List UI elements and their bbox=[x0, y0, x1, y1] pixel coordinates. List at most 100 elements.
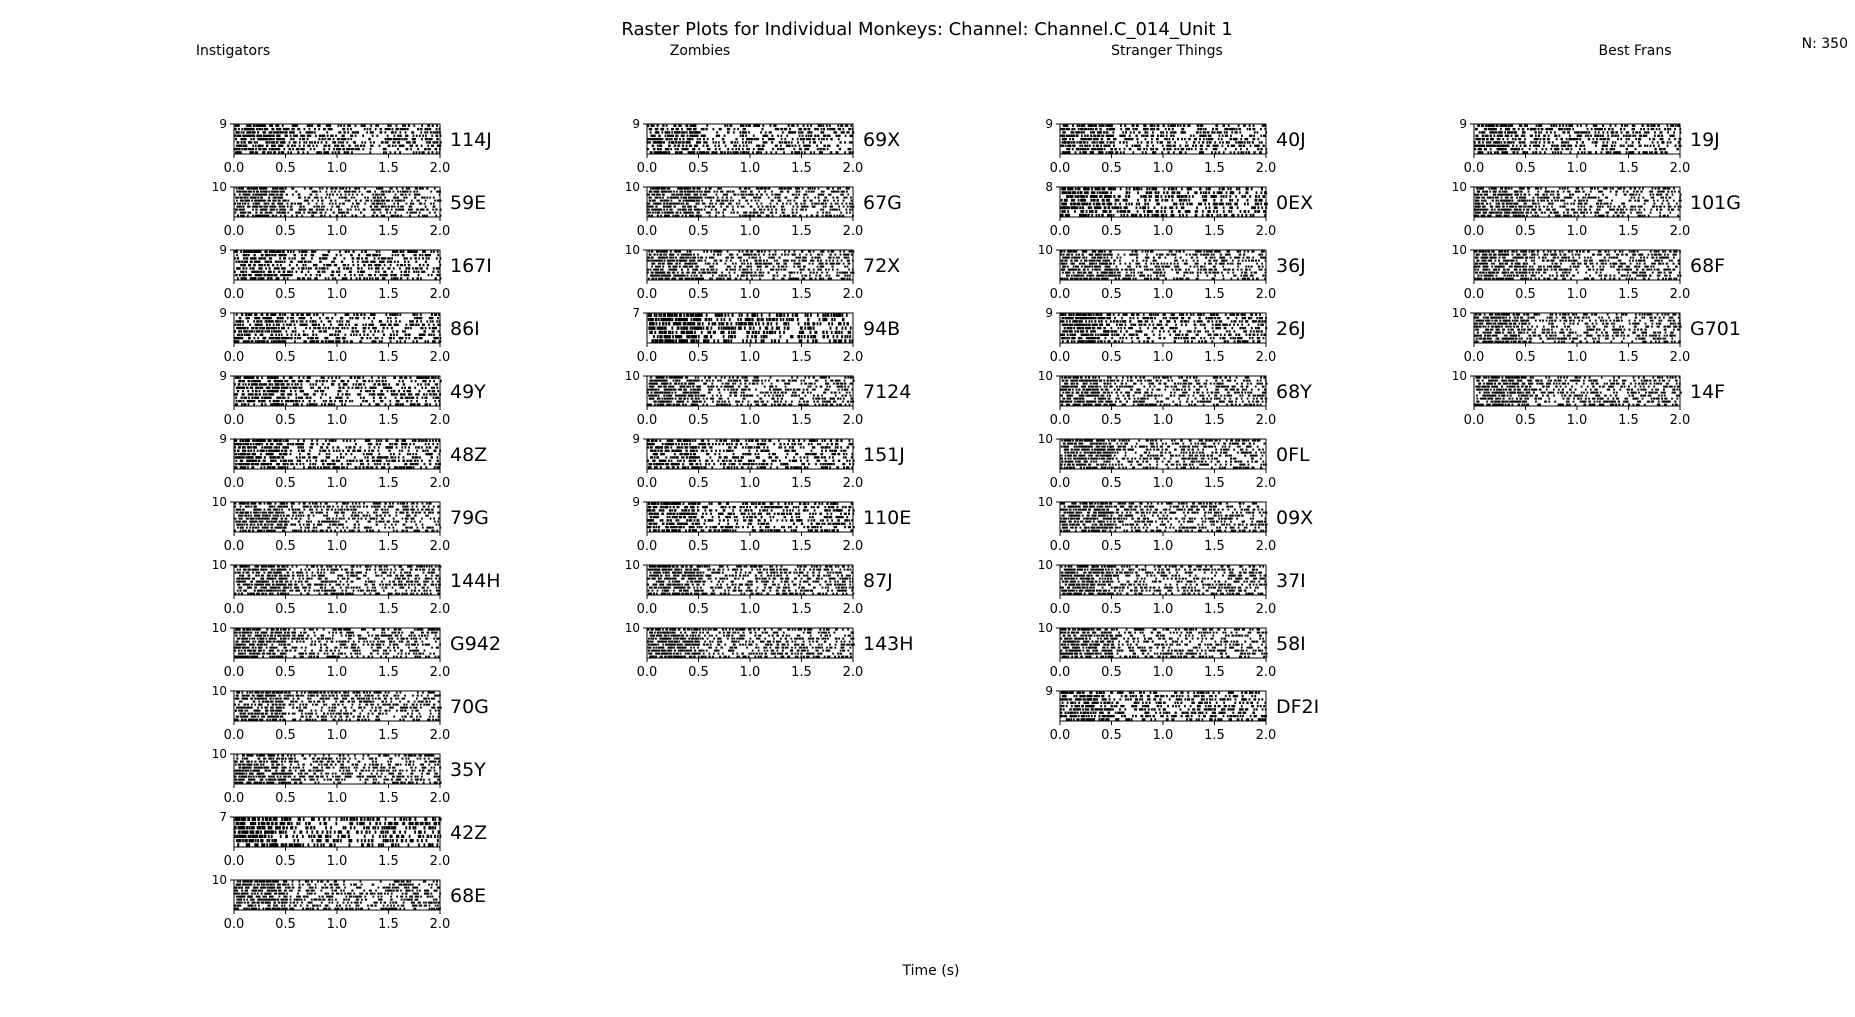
spike-mark bbox=[242, 203, 244, 205]
spike-mark bbox=[244, 327, 246, 329]
spike-mark bbox=[304, 209, 306, 211]
spike-mark bbox=[247, 135, 249, 137]
spike-mark bbox=[384, 203, 386, 205]
spike-mark bbox=[378, 200, 380, 202]
spike-mark bbox=[383, 151, 385, 153]
spike-mark bbox=[297, 203, 299, 205]
spike-mark bbox=[292, 257, 294, 259]
spike-mark bbox=[413, 271, 415, 273]
spike-mark bbox=[396, 209, 398, 211]
spike-mark bbox=[328, 145, 330, 147]
spike-mark bbox=[338, 274, 340, 276]
spike-mark bbox=[401, 377, 403, 379]
spike-mark bbox=[243, 148, 245, 150]
spike-mark bbox=[307, 337, 309, 339]
spike-mark bbox=[323, 128, 325, 130]
spike-mark bbox=[293, 267, 295, 269]
spike-mark bbox=[331, 271, 333, 273]
spike-mark bbox=[424, 334, 426, 336]
spike-mark bbox=[337, 340, 339, 342]
spike-mark bbox=[401, 264, 403, 266]
spike-mark bbox=[433, 206, 435, 208]
spike-mark bbox=[249, 125, 251, 127]
spike-mark bbox=[269, 274, 271, 276]
spike-mark bbox=[287, 274, 289, 276]
spike-mark bbox=[328, 327, 330, 329]
spike-mark bbox=[272, 314, 274, 316]
spike-mark bbox=[250, 138, 252, 140]
spike-mark bbox=[330, 324, 332, 326]
spike-mark bbox=[284, 209, 286, 211]
spike-mark bbox=[362, 377, 364, 379]
spike-mark bbox=[345, 324, 347, 326]
spike-mark bbox=[350, 274, 352, 276]
spike-mark bbox=[301, 267, 303, 269]
monkey-label: 86I bbox=[450, 318, 480, 340]
spike-mark bbox=[381, 203, 383, 205]
spike-mark bbox=[276, 191, 278, 193]
spike-mark bbox=[435, 148, 437, 150]
spike-mark bbox=[251, 135, 253, 137]
spike-mark bbox=[260, 334, 262, 336]
spike-mark bbox=[249, 141, 251, 143]
spike-mark bbox=[279, 212, 281, 214]
spike-mark bbox=[428, 334, 430, 336]
spike-mark bbox=[299, 145, 301, 147]
spike-mark bbox=[261, 377, 263, 379]
spike-mark bbox=[372, 131, 374, 133]
spike-mark bbox=[271, 131, 273, 133]
spike-mark bbox=[355, 131, 357, 133]
spike-mark bbox=[436, 131, 438, 133]
spike-mark bbox=[387, 209, 389, 211]
spike-mark bbox=[375, 340, 377, 342]
spike-mark bbox=[240, 271, 242, 273]
spike-mark bbox=[298, 267, 300, 269]
spike-mark bbox=[268, 131, 270, 133]
spike-mark bbox=[376, 251, 378, 253]
spike-mark bbox=[432, 125, 434, 127]
spike-mark bbox=[376, 380, 378, 382]
spike-mark bbox=[416, 277, 418, 279]
spike-mark bbox=[260, 271, 262, 273]
spike-mark bbox=[385, 141, 387, 143]
spike-mark bbox=[368, 327, 370, 329]
spike-mark bbox=[361, 267, 363, 269]
spike-mark bbox=[357, 377, 359, 379]
spike-mark bbox=[359, 277, 361, 279]
spike-mark bbox=[421, 317, 423, 319]
spike-mark bbox=[275, 320, 277, 322]
spike-mark bbox=[303, 128, 305, 130]
spike-mark bbox=[259, 324, 261, 326]
spike-mark bbox=[414, 212, 416, 214]
spike-mark bbox=[431, 145, 433, 147]
spike-mark bbox=[386, 212, 388, 214]
spike-mark bbox=[397, 148, 399, 150]
spike-mark bbox=[248, 274, 250, 276]
spike-mark bbox=[349, 191, 351, 193]
spike-mark bbox=[254, 257, 256, 259]
spike-mark bbox=[274, 251, 276, 253]
spike-mark bbox=[327, 151, 329, 153]
spike-mark bbox=[399, 151, 401, 153]
spike-mark bbox=[283, 141, 285, 143]
spike-mark bbox=[282, 125, 284, 127]
spike-mark bbox=[365, 200, 367, 202]
spike-mark bbox=[373, 209, 375, 211]
spike-mark bbox=[287, 151, 289, 153]
spike-mark bbox=[357, 261, 359, 263]
spike-mark bbox=[335, 135, 337, 137]
spike-mark bbox=[323, 145, 325, 147]
spike-mark bbox=[405, 334, 407, 336]
spike-mark bbox=[241, 261, 243, 263]
spike-mark bbox=[288, 148, 290, 150]
spike-mark bbox=[402, 209, 404, 211]
spike-mark bbox=[418, 271, 420, 273]
spike-mark bbox=[235, 135, 237, 137]
spike-mark bbox=[386, 274, 388, 276]
spike-mark bbox=[262, 334, 264, 336]
spike-mark bbox=[240, 264, 242, 266]
spike-mark bbox=[307, 151, 309, 153]
spike-mark bbox=[245, 271, 247, 273]
spike-mark bbox=[237, 215, 239, 217]
spike-mark bbox=[407, 327, 409, 329]
